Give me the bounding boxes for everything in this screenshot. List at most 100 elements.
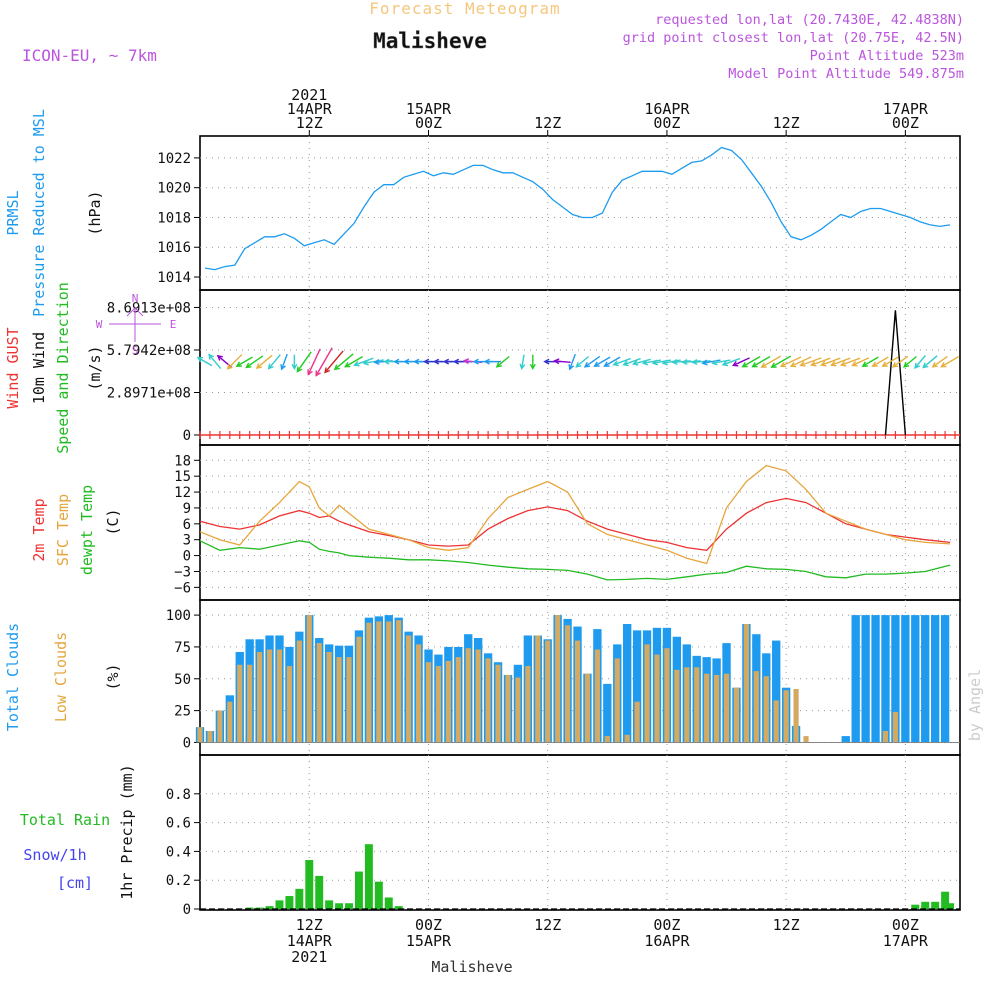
low-cloud-bar [892, 711, 899, 743]
bottom-time-label: 00Z [415, 916, 442, 934]
total-cloud-bar [861, 615, 870, 743]
total-rain-label: Total Rain [20, 811, 110, 829]
wind-arrow-shaft [922, 355, 938, 368]
wind-arrow-shaft [554, 360, 571, 364]
wind-arrow-shaft [594, 356, 611, 367]
low-cloud-bar [594, 649, 600, 743]
low-cloud-bar [217, 710, 223, 743]
wind-arrow [255, 354, 273, 370]
rain-bar [295, 888, 304, 909]
top-time-label: 14APR [287, 100, 333, 118]
temp-dewpt-label: dewpt Temp [78, 485, 96, 575]
wind-arrow [631, 358, 651, 366]
low-cloud-bar [276, 649, 283, 743]
low-cloud-bar [634, 701, 640, 743]
y-tick-label: 0.8 [166, 787, 191, 803]
low-cloud-bar [773, 700, 779, 743]
wind-arrow-shaft [268, 354, 281, 369]
bottom-time-label: 16APR [644, 932, 690, 950]
total-cloud-bar [871, 615, 880, 743]
low-cloud-bar [336, 657, 342, 743]
low-cloud-bar [793, 688, 799, 743]
wind-arrow-shaft [344, 356, 363, 368]
total-cloud-bar [623, 624, 632, 743]
wind-unit: (m/s) [86, 345, 104, 390]
rain-bar [364, 844, 373, 909]
wind-arrow [810, 357, 831, 367]
wind-arrow-head [472, 358, 479, 365]
wind-arrow-shaft [932, 355, 948, 368]
wind-arrow [208, 353, 222, 369]
rain-bar [931, 901, 940, 909]
low-cloud-bar [485, 658, 491, 743]
wind-gust-label: Wind GUST [4, 327, 22, 408]
total-cloud-bar [851, 615, 860, 743]
top-time-label: 00Z [415, 114, 442, 132]
rain-bar [941, 891, 950, 909]
wind-arrow-shaft [821, 357, 841, 366]
top-time-label: 12Z [773, 114, 800, 132]
wind-arrow-shaft [752, 356, 771, 368]
wind-arrow [235, 356, 253, 367]
wind-arrow-head [612, 360, 619, 367]
wind-arrow-head [851, 360, 858, 367]
wind-arrow [575, 355, 590, 368]
low-cloud-bar [584, 673, 591, 743]
wind-arrow-shaft [722, 357, 741, 366]
location-title: Malisheve [373, 29, 487, 53]
rain-bar [255, 907, 264, 909]
wind-arrow [315, 347, 333, 377]
wind-arrow-shaft [914, 355, 926, 369]
wind-arrow-head [583, 361, 591, 368]
low-cloud-bar [644, 644, 650, 743]
y-tick-label: 6 [183, 517, 191, 533]
low-cloud-bar [604, 736, 610, 743]
low-cloud-bar [783, 690, 789, 743]
compass-west: W [96, 318, 103, 331]
wind-arrow-shaft [903, 355, 917, 368]
wind-arrow-head [671, 359, 678, 366]
wind-arrow-head [830, 360, 837, 367]
wind-arrow-head [226, 363, 233, 370]
wind-arrow [529, 354, 536, 371]
wind-arrow-head [651, 359, 659, 366]
top-time-label: 16APR [644, 100, 690, 118]
y-tick-label: 0 [183, 428, 191, 444]
rain-bar [325, 900, 334, 909]
y-tick-label: 1016 [157, 240, 191, 256]
top-time-label: 15APR [406, 100, 452, 118]
bottom-time-label: 00Z [892, 916, 919, 934]
wind-arrow-head [820, 360, 827, 367]
wind-arrow [216, 354, 233, 368]
wind-arrow-shaft [354, 357, 374, 366]
y-tick-label: 1014 [157, 270, 191, 286]
wind-arrow-shaft [217, 355, 233, 368]
wind-arrow-head [661, 359, 669, 366]
y-tick-label: −3 [174, 564, 191, 580]
total-cloud-bar [921, 615, 930, 743]
wind-arrow-head [216, 354, 223, 361]
low-cloud-bar [882, 730, 889, 743]
total-cloud-bar [632, 630, 642, 743]
bottom-location-label: Malisheve [431, 958, 512, 976]
snow-unit-label: [cm] [57, 874, 93, 892]
low-cloud-bar [763, 676, 769, 743]
temp-2m-label: 2m Temp [30, 498, 48, 561]
compass-north: N [132, 292, 139, 305]
low-cloud-bar [704, 673, 710, 743]
low-cloud-bar [406, 635, 412, 743]
wind-arrow-head [631, 359, 639, 366]
wind-arrow [583, 355, 601, 368]
y-tick-label: 0 [183, 549, 191, 565]
top-time-label: 17APR [883, 100, 929, 118]
compass-rose [109, 307, 161, 342]
wind-arrow-head [452, 358, 460, 365]
wind-arrow-shaft [862, 356, 879, 367]
panel-frame-2 [199, 289, 961, 446]
low-cloud-bar [495, 664, 501, 743]
low-cloud-bar [545, 640, 551, 743]
top-time-label: 2021 [291, 86, 327, 104]
wind-arrow-head [691, 359, 698, 366]
wind-arrow-head [721, 360, 729, 367]
rain-bar [315, 875, 324, 909]
